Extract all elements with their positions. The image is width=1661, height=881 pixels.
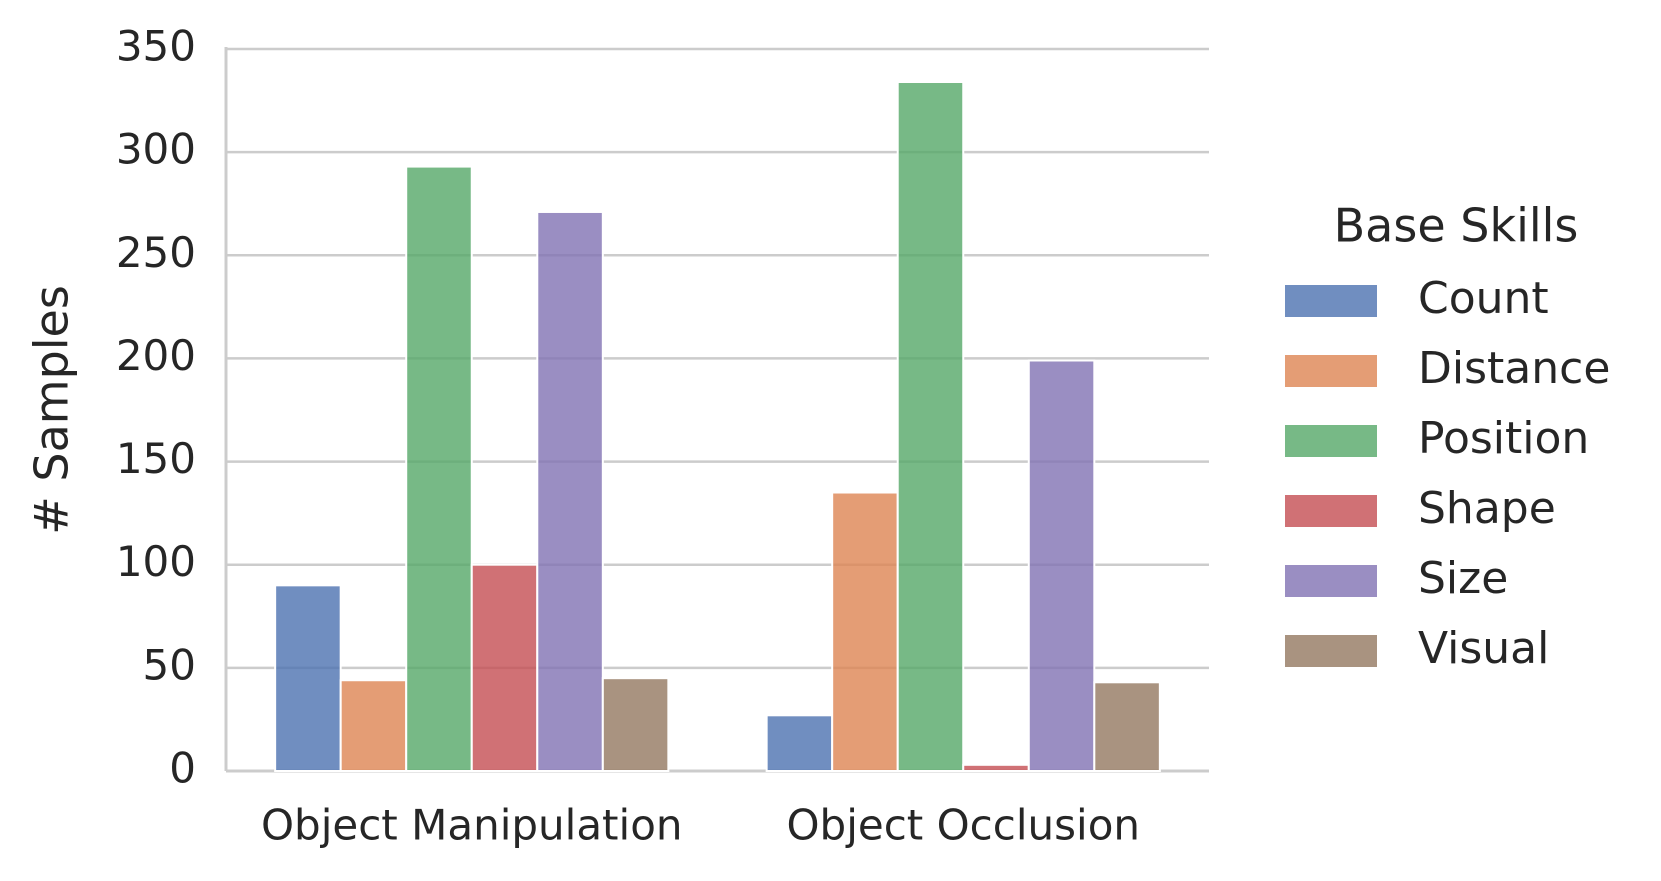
- y-tick-label: 350: [116, 22, 196, 71]
- bar: [1027, 359, 1096, 772]
- bar: [274, 584, 342, 772]
- bar: [601, 677, 670, 773]
- legend-label: Distance: [1418, 343, 1610, 394]
- bar: [405, 165, 473, 772]
- y-tick-label: 0: [169, 744, 196, 793]
- y-tick-label: 250: [116, 228, 196, 277]
- bar: [765, 714, 834, 772]
- bar: [962, 763, 1030, 772]
- x-tick-label: Object Occlusion: [786, 801, 1140, 850]
- y-tick-label: 150: [116, 434, 196, 483]
- legend-swatch: [1285, 355, 1377, 387]
- bar: [536, 210, 604, 773]
- bar: [1093, 681, 1161, 772]
- legend-label: Visual: [1418, 623, 1549, 674]
- bar: [339, 679, 408, 773]
- legend-label: Count: [1418, 273, 1549, 324]
- bar: [896, 81, 965, 772]
- bar: [470, 563, 539, 773]
- y-tick-label: 200: [116, 331, 196, 380]
- legend-swatch: [1285, 635, 1377, 667]
- legend-swatch: [1285, 285, 1377, 317]
- y-tick-label: 300: [116, 125, 196, 174]
- bar: [831, 491, 899, 772]
- legend-swatch: [1285, 425, 1377, 457]
- legend-label: Size: [1418, 553, 1508, 604]
- legend-swatch: [1285, 565, 1377, 597]
- y-tick-label: 100: [116, 537, 196, 586]
- y-tick-label: 50: [143, 640, 196, 689]
- legend-swatch: [1285, 495, 1377, 527]
- x-tick-label: Object Manipulation: [261, 801, 683, 850]
- legend-title: Base Skills: [1334, 199, 1579, 253]
- y-axis-label: # Samples: [25, 285, 79, 535]
- legend-label: Position: [1418, 413, 1589, 464]
- legend-label: Shape: [1418, 483, 1556, 534]
